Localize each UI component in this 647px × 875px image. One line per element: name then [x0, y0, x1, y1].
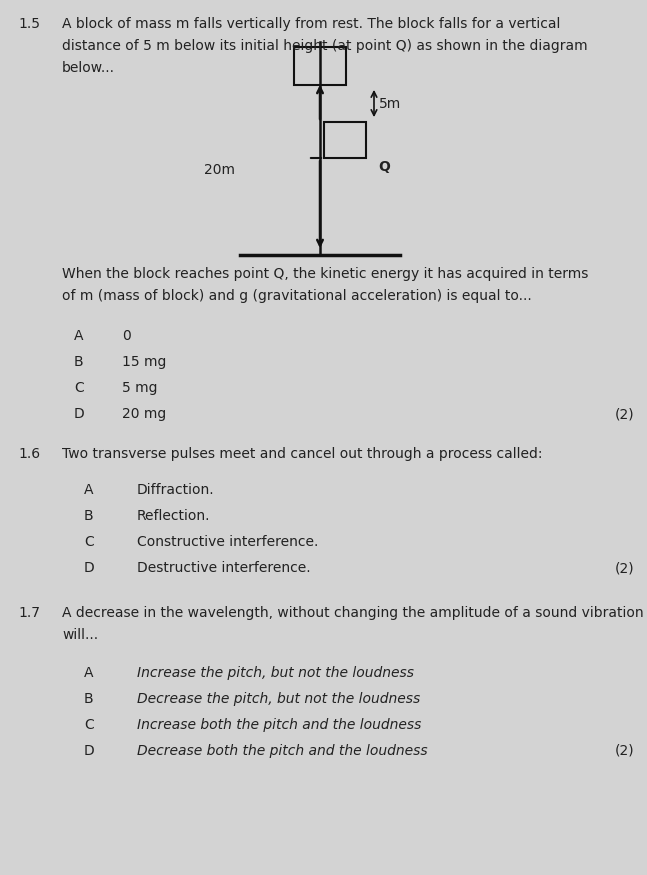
- Bar: [294, 47, 346, 85]
- Text: D: D: [74, 407, 85, 421]
- Text: B: B: [84, 509, 94, 523]
- Text: A block of mass m falls vertically from rest. The block falls for a vertical: A block of mass m falls vertically from …: [62, 17, 560, 31]
- Text: C: C: [84, 718, 94, 732]
- Text: 5m: 5m: [379, 97, 401, 111]
- Text: D: D: [84, 744, 94, 758]
- Text: Constructive interference.: Constructive interference.: [137, 535, 318, 549]
- Text: 20 mg: 20 mg: [122, 407, 166, 421]
- Text: Increase both the pitch and the loudness: Increase both the pitch and the loudness: [137, 718, 421, 732]
- Text: Two transverse pulses meet and cancel out through a process called:: Two transverse pulses meet and cancel ou…: [62, 447, 542, 461]
- Bar: [324, 122, 366, 158]
- Text: distance of 5 m below its initial height (at point Q) as shown in the diagram: distance of 5 m below its initial height…: [62, 39, 587, 53]
- Text: B: B: [74, 355, 83, 369]
- Text: 15 mg: 15 mg: [122, 355, 166, 369]
- Text: C: C: [74, 381, 83, 395]
- Text: 0: 0: [122, 329, 131, 343]
- Text: of m (mass of block) and g (gravitational acceleration) is equal to...: of m (mass of block) and g (gravitationa…: [62, 289, 532, 303]
- Text: 5 mg: 5 mg: [122, 381, 157, 395]
- Text: will...: will...: [62, 628, 98, 642]
- Text: Reflection.: Reflection.: [137, 509, 210, 523]
- Text: (2): (2): [615, 407, 634, 421]
- Text: 1.7: 1.7: [18, 606, 40, 620]
- Text: A: A: [84, 483, 94, 497]
- Text: Increase the pitch, but not the loudness: Increase the pitch, but not the loudness: [137, 666, 414, 680]
- Text: Decrease both the pitch and the loudness: Decrease both the pitch and the loudness: [137, 744, 428, 758]
- Text: Diffraction.: Diffraction.: [137, 483, 215, 497]
- Text: When the block reaches point Q, the kinetic energy it has acquired in terms: When the block reaches point Q, the kine…: [62, 267, 588, 281]
- Text: (2): (2): [615, 744, 634, 758]
- Text: B: B: [84, 692, 94, 706]
- Text: Destructive interference.: Destructive interference.: [137, 561, 311, 575]
- Text: Decrease the pitch, but not the loudness: Decrease the pitch, but not the loudness: [137, 692, 421, 706]
- Text: D: D: [84, 561, 94, 575]
- Text: (2): (2): [615, 561, 634, 575]
- Text: 20m: 20m: [204, 163, 235, 177]
- Text: 1.6: 1.6: [18, 447, 40, 461]
- Text: C: C: [84, 535, 94, 549]
- Text: 1.5: 1.5: [18, 17, 40, 31]
- Text: A decrease in the wavelength, without changing the amplitude of a sound vibratio: A decrease in the wavelength, without ch…: [62, 606, 644, 620]
- Text: A: A: [84, 666, 94, 680]
- Text: below...: below...: [62, 61, 115, 75]
- Text: Q: Q: [378, 160, 390, 174]
- Text: A: A: [74, 329, 83, 343]
